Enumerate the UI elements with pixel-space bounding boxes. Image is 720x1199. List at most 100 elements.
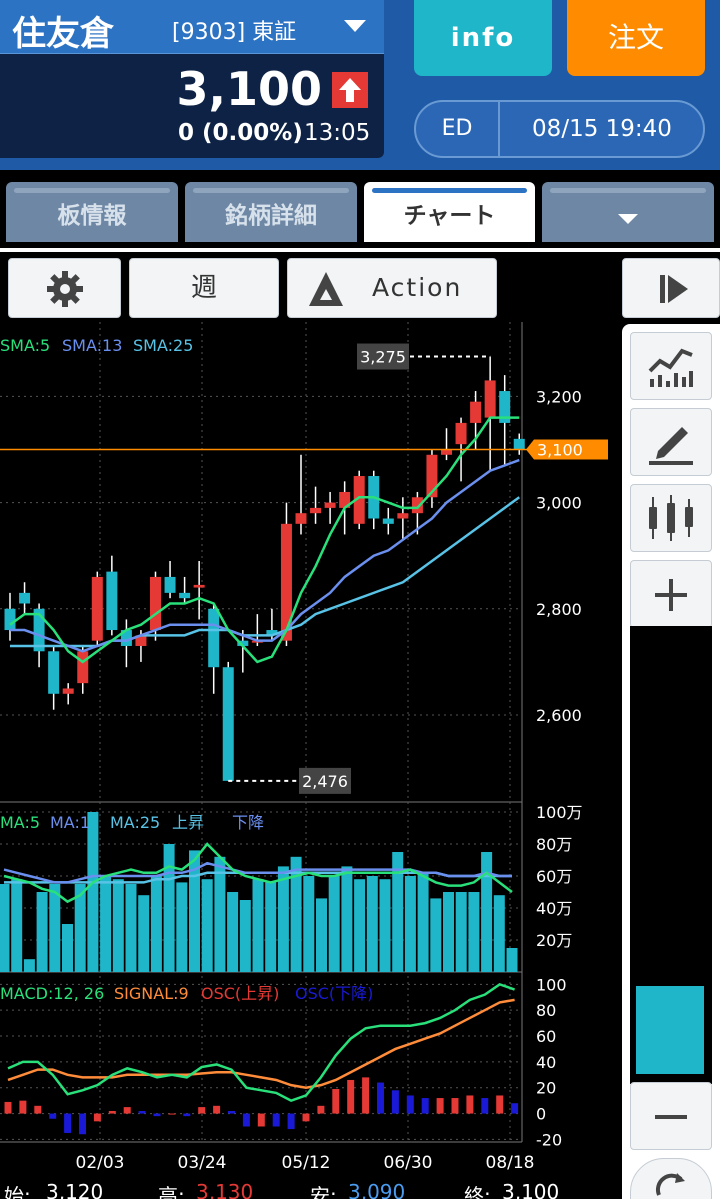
y-tick-label: 0	[536, 1105, 546, 1124]
y-tick-label: 100万	[536, 803, 583, 822]
candlestick-icon	[649, 495, 693, 541]
osc-bar	[406, 1095, 414, 1114]
candle	[48, 645, 60, 710]
tab-stock-detail[interactable]: 銘柄詳細	[185, 182, 357, 242]
osc-bar	[287, 1113, 295, 1130]
zoom-in-button[interactable]	[630, 560, 712, 628]
volume-bar	[265, 882, 277, 972]
tab-more[interactable]	[542, 182, 714, 242]
candle-body	[77, 651, 89, 684]
volume-bar	[354, 879, 366, 972]
osc-bar	[272, 1113, 280, 1127]
order-button[interactable]: 注文	[567, 0, 705, 76]
macd-line	[7, 982, 516, 1103]
current-price-label: 3,100	[537, 440, 583, 459]
volume-bar	[366, 876, 378, 972]
candle-body	[499, 391, 511, 423]
period-button[interactable]: 週	[129, 258, 279, 318]
ed-indicator[interactable]: ED 08/15 19:40	[414, 100, 705, 158]
y-tick-label: 40	[536, 1053, 556, 1072]
candle-body	[455, 422, 467, 445]
chart-content	[0, 248, 720, 1199]
osc-bar	[332, 1089, 340, 1114]
chart-canvas[interactable]: 02/03 03/24 05/12 06/30 08/18 3,200 3,000 2,800…	[0, 322, 620, 1199]
candle	[106, 555, 118, 636]
volume-bar	[417, 872, 429, 972]
volume-bar	[392, 852, 404, 972]
play-next-button[interactable]	[622, 258, 720, 318]
candle	[4, 592, 16, 641]
zoom-out-button[interactable]	[630, 1082, 712, 1150]
osc-bar	[138, 1110, 146, 1114]
candle-body	[295, 513, 307, 524]
y-tick-label: 2,600	[536, 706, 582, 725]
ohlc-bar: 始: 3,120 高: 3,130 安: 3,090 終: 3,100	[0, 1180, 620, 1199]
zoom-slider[interactable]	[630, 626, 712, 1084]
action-button[interactable]: Action	[287, 258, 497, 318]
volume-bar	[227, 892, 239, 972]
candle-body	[106, 571, 118, 631]
y-tick-label: 60万	[536, 867, 572, 886]
low-marker-label: 2,476	[302, 772, 348, 791]
chevron-down-icon	[618, 214, 638, 224]
volume-bar	[379, 879, 391, 972]
candle-body	[135, 635, 147, 646]
plus-icon	[655, 579, 687, 611]
volume-bar	[150, 876, 162, 972]
zoom-slider-thumb[interactable]	[636, 986, 704, 1074]
candle	[426, 449, 438, 508]
low-label: 安:	[310, 1184, 337, 1199]
candle-style-button[interactable]	[630, 484, 712, 552]
osc-bar	[466, 1095, 474, 1114]
candle-body	[193, 584, 205, 588]
candle	[324, 491, 336, 524]
rotate-button[interactable]	[630, 1158, 712, 1199]
volume-legend: 下降	[232, 813, 264, 832]
x-tick-label: 03/24	[178, 1153, 227, 1173]
candle	[179, 576, 191, 604]
stock-selector[interactable]: 住友倉 [9303] 東証	[0, 0, 384, 54]
y-tick-label: 40万	[536, 899, 572, 918]
volume-bar	[125, 884, 137, 972]
volume-bar	[239, 900, 251, 972]
osc-bar	[198, 1107, 206, 1114]
chart-area[interactable]: 02/03 03/24 05/12 06/30 08/18 3,200 3,000 2,800…	[0, 322, 620, 1199]
rotate-screen-icon	[655, 1173, 685, 1196]
volume-bar	[506, 948, 518, 972]
candle	[499, 375, 511, 466]
x-tick-label: 08/18	[486, 1153, 535, 1173]
settings-button[interactable]	[8, 258, 121, 318]
candle-body	[33, 608, 45, 652]
candle	[193, 561, 205, 620]
chevron-down-icon[interactable]	[344, 20, 366, 32]
sma13-line	[10, 458, 520, 653]
low-marker-box	[299, 767, 351, 794]
candle	[91, 571, 103, 646]
x-tick-label: 06/30	[384, 1153, 433, 1173]
volume-ma5-line	[3, 842, 513, 904]
candle	[208, 603, 220, 694]
volume-bar	[328, 876, 340, 972]
indicator-button[interactable]	[630, 332, 712, 400]
candle-body	[48, 651, 60, 694]
volume-bar	[189, 850, 200, 972]
candle	[237, 630, 249, 673]
osc-bar	[302, 1113, 310, 1122]
candle-body	[339, 491, 351, 508]
osc-bar	[123, 1107, 131, 1114]
candle-body	[411, 497, 423, 514]
info-button[interactable]: info	[414, 0, 552, 76]
tab-board[interactable]: 板情報	[6, 182, 178, 242]
candle	[441, 428, 452, 461]
stock-code: [9303] 東証	[172, 20, 297, 45]
osc-bar	[347, 1079, 355, 1114]
y-tick-label: 3,200	[536, 387, 582, 406]
volume-bar	[23, 959, 35, 972]
candle-body	[470, 401, 482, 423]
draw-button[interactable]	[630, 408, 712, 476]
volume-bar	[455, 892, 467, 972]
tab-chart[interactable]: チャート	[364, 182, 535, 242]
osc-bar	[108, 1110, 116, 1114]
volume-bar	[112, 879, 124, 972]
osc-bar	[436, 1098, 444, 1114]
